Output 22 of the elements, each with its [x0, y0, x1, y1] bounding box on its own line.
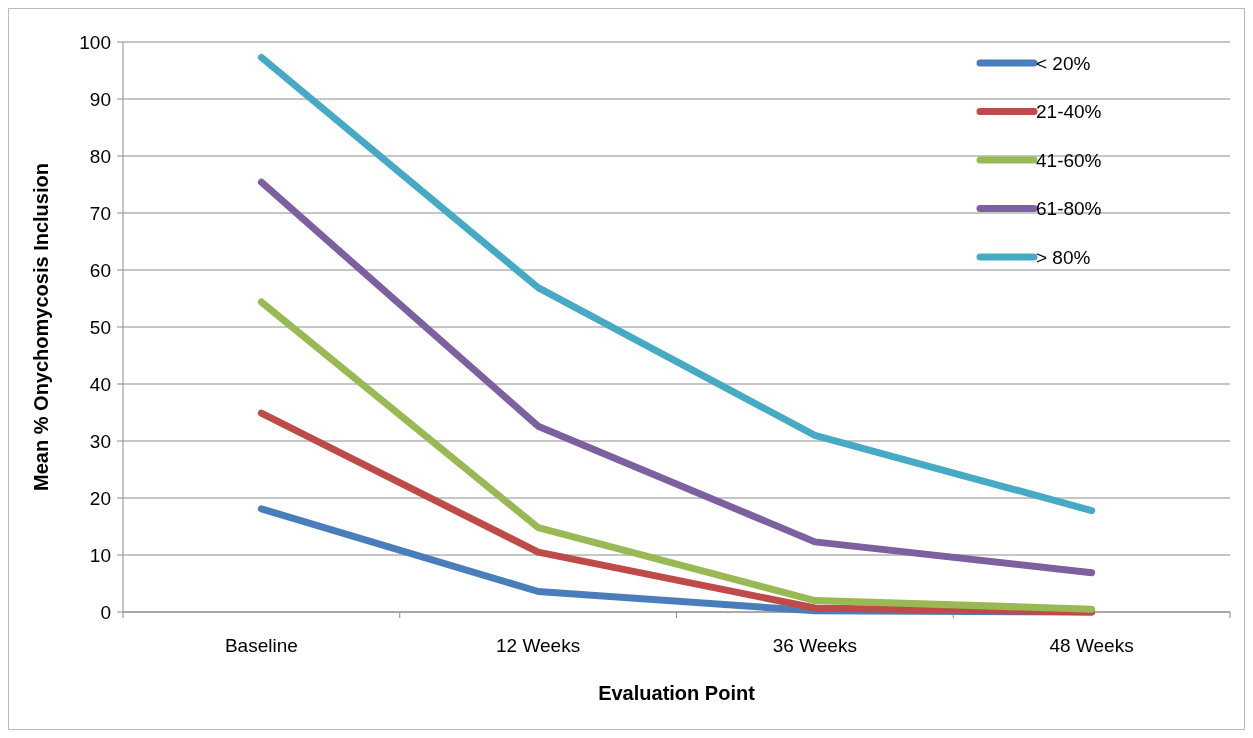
- y-tick-label: 100: [79, 31, 111, 53]
- x-tick-label: 12 Weeks: [496, 635, 581, 656]
- y-tick-label: 90: [89, 88, 111, 110]
- x-tick-label: Baseline: [224, 635, 298, 656]
- y-tick-label: 30: [89, 430, 111, 452]
- y-axis-title: Mean % Onychomycosis Inclusion: [30, 163, 52, 491]
- legend-label: 61-80%: [1036, 198, 1102, 220]
- y-tick-label: 80: [89, 145, 111, 167]
- x-tick-label: 48 Weeks: [1049, 635, 1134, 656]
- legend-label: > 80%: [1036, 246, 1091, 268]
- y-tick-label: 70: [89, 202, 111, 224]
- y-tick-label: 50: [89, 316, 111, 338]
- legend-label: < 20%: [1036, 52, 1091, 74]
- y-tick-label: 60: [89, 259, 111, 281]
- x-tick-label: 36 Weeks: [772, 635, 857, 656]
- x-axis-title: Evaluation Point: [598, 682, 756, 704]
- y-tick-label: 10: [89, 544, 111, 566]
- legend-label: 21-40%: [1036, 101, 1102, 123]
- legend-label: 41-60%: [1036, 149, 1102, 171]
- y-tick-label: 20: [89, 487, 111, 509]
- y-tick-label: 0: [100, 601, 111, 623]
- y-tick-label: 40: [89, 373, 111, 395]
